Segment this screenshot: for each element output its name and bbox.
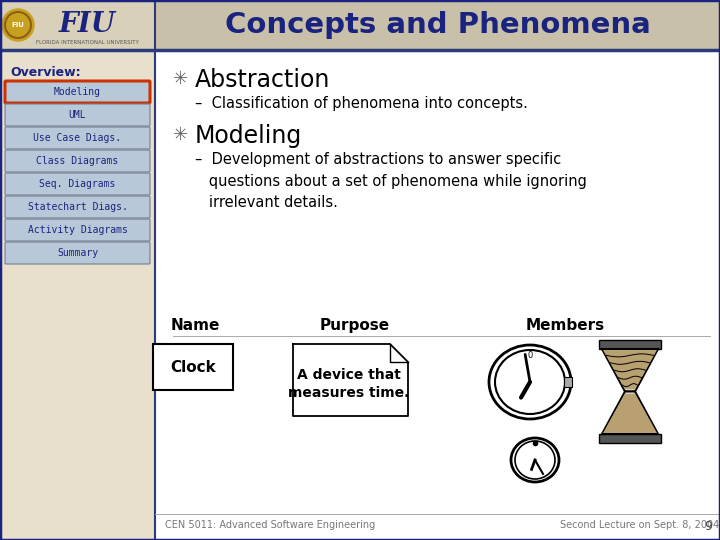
- Text: Name: Name: [171, 318, 220, 333]
- Text: Second Lecture on Sept. 8, 2004: Second Lecture on Sept. 8, 2004: [560, 520, 719, 530]
- Text: A device that
measures time.: A device that measures time.: [288, 368, 409, 400]
- FancyBboxPatch shape: [5, 104, 150, 126]
- FancyBboxPatch shape: [5, 150, 150, 172]
- Bar: [155, 50, 720, 540]
- Text: CEN 5011: Advanced Software Engineering: CEN 5011: Advanced Software Engineering: [165, 520, 375, 530]
- Text: Clock: Clock: [170, 360, 216, 375]
- Text: Abstraction: Abstraction: [195, 68, 330, 92]
- Bar: [0, 0, 155, 50]
- Text: ✳: ✳: [173, 126, 188, 144]
- Text: 0: 0: [527, 352, 533, 361]
- Text: Purpose: Purpose: [320, 318, 390, 333]
- Text: Use Case Diags.: Use Case Diags.: [33, 133, 122, 143]
- Text: –  Development of abstractions to answer specific
   questions about a set of ph: – Development of abstractions to answer …: [195, 152, 587, 210]
- FancyBboxPatch shape: [5, 173, 150, 195]
- Polygon shape: [602, 392, 658, 434]
- Text: Modeling: Modeling: [195, 124, 302, 148]
- Polygon shape: [603, 350, 657, 389]
- Polygon shape: [602, 349, 658, 392]
- FancyBboxPatch shape: [5, 81, 150, 103]
- Text: FIU: FIU: [12, 22, 24, 28]
- Text: Overview:: Overview:: [10, 66, 81, 79]
- Bar: [153, 344, 233, 390]
- Circle shape: [2, 9, 34, 41]
- FancyBboxPatch shape: [5, 219, 150, 241]
- Bar: [599, 434, 661, 443]
- Bar: [0, 50, 155, 540]
- Ellipse shape: [489, 345, 571, 419]
- Text: –  Classification of phenomena into concepts.: – Classification of phenomena into conce…: [195, 96, 528, 111]
- Polygon shape: [293, 344, 408, 416]
- Polygon shape: [603, 394, 657, 433]
- Text: Modeling: Modeling: [54, 87, 101, 97]
- Text: Members: Members: [526, 318, 605, 333]
- Text: Concepts and Phenomena: Concepts and Phenomena: [225, 11, 650, 39]
- Text: FIU: FIU: [59, 11, 116, 38]
- Text: Seq. Diagrams: Seq. Diagrams: [40, 179, 116, 189]
- Bar: [599, 340, 661, 349]
- Bar: [564, 377, 572, 387]
- Ellipse shape: [515, 441, 555, 479]
- Ellipse shape: [495, 350, 565, 414]
- FancyBboxPatch shape: [5, 127, 150, 149]
- FancyBboxPatch shape: [5, 196, 150, 218]
- FancyBboxPatch shape: [5, 242, 150, 264]
- Text: ✳: ✳: [173, 70, 188, 88]
- Text: FLORIDA INTERNATIONAL UNIVERSITY: FLORIDA INTERNATIONAL UNIVERSITY: [36, 39, 139, 44]
- Ellipse shape: [511, 438, 559, 482]
- Text: Statechart Diags.: Statechart Diags.: [27, 202, 127, 212]
- Text: Summary: Summary: [57, 248, 98, 258]
- Text: UML: UML: [68, 110, 86, 120]
- Text: Activity Diagrams: Activity Diagrams: [27, 225, 127, 235]
- Text: Class Diagrams: Class Diagrams: [37, 156, 119, 166]
- Text: 9: 9: [704, 520, 712, 533]
- Bar: [0, 0, 720, 50]
